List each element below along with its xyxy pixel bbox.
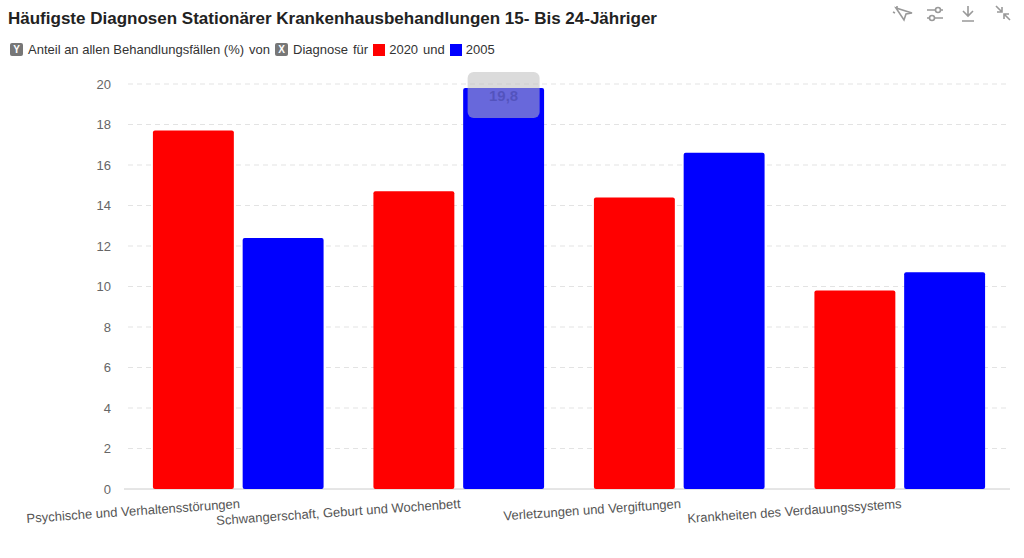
y-axis-line (124, 84, 125, 489)
y-axis-label: Anteil an allen Behandlungsfällen (%) (28, 42, 244, 57)
grid-line (128, 205, 1010, 206)
toolbar-icon (936, 8, 941, 13)
tooltip-box (468, 72, 540, 118)
toolbar-icon (962, 6, 974, 21)
x-axis-label: Diagnose (293, 42, 348, 57)
y-tick-label: 2 (104, 441, 111, 456)
bar (684, 153, 765, 489)
y-tick-label: 6 (104, 360, 111, 375)
grid: 0 2 4 6 8 10 12 14 16 18 20 (97, 77, 1010, 497)
toolbar-icon (930, 16, 935, 21)
grid-line (128, 165, 1010, 166)
legend-swatch (373, 44, 385, 56)
labels: Psychische und Verhaltensstörungen 19,8 Sc… (26, 72, 902, 528)
y-tick-label: 18 (97, 117, 111, 132)
chart: 02468101214161820Psychische und Verhalte… (0, 0, 1024, 558)
x-tick-label: Verletzungen und Vergiftungen (503, 496, 681, 523)
bar (904, 272, 985, 489)
x-tick-label: Psychische und Verhaltensstörungen (26, 496, 240, 526)
grid-line (128, 124, 1010, 125)
bar (373, 191, 454, 489)
y-badge: Y (10, 43, 23, 56)
x-tick-label: Schwangerschaft, Geburt und Wochenbett (216, 496, 462, 528)
y-tick-label: 20 (97, 77, 111, 92)
y-tick-label: 16 (97, 158, 111, 173)
bar (594, 197, 675, 489)
y-tick-label: 10 (97, 279, 111, 294)
legend-word: für (353, 42, 368, 57)
legend: Y Anteil an allen Behandlungsfällen (%) vo… (10, 42, 500, 57)
toolbar-icon (996, 6, 1010, 20)
legend-swatch (450, 44, 462, 56)
toolbar (893, 6, 1010, 21)
y-tick-label: 0 (104, 482, 111, 497)
bar (463, 88, 544, 489)
x-tick-label: Krankheiten des Verdauungssystems (687, 496, 903, 526)
legend-label: 2020 (389, 42, 418, 57)
toolbar-icon (893, 6, 912, 20)
x-badge: X (275, 43, 288, 56)
bar (243, 238, 324, 489)
y-tick-label: 14 (97, 198, 111, 213)
title: Häufigste Diagnosen Stationärer Krankenh… (8, 9, 657, 29)
legend-label: 2005 (466, 42, 495, 57)
y-tick-label: 4 (104, 401, 111, 416)
bar (153, 131, 234, 489)
y-tick-label: 12 (97, 239, 111, 254)
bars (153, 88, 985, 489)
legend-word: und (423, 42, 445, 57)
data-label: 19,8 (489, 87, 518, 104)
bar (814, 291, 895, 489)
y-tick-label: 8 (104, 320, 111, 335)
grid-line (128, 84, 1010, 85)
legend-word: von (249, 42, 270, 57)
